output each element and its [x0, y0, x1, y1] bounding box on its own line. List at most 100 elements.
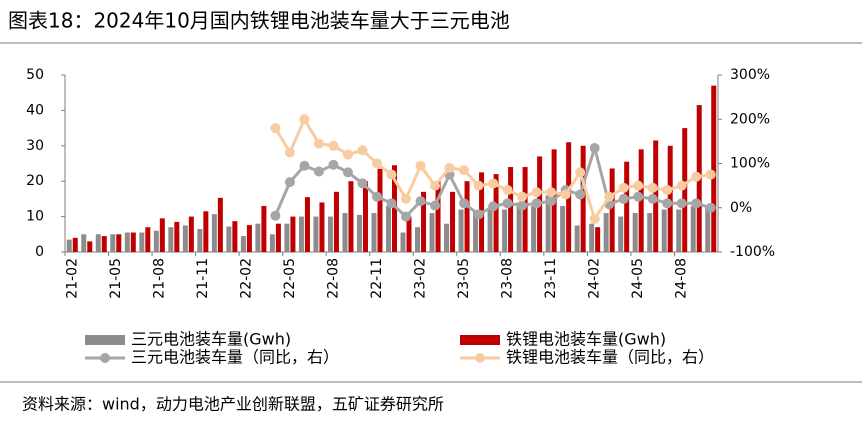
bar [174, 221, 180, 252]
bar [508, 167, 514, 252]
bar [304, 197, 310, 252]
point [371, 191, 382, 202]
point [313, 166, 324, 177]
bar [124, 232, 130, 252]
bar [609, 168, 615, 252]
bar [450, 191, 456, 252]
y2-tick-label: 200% [730, 111, 770, 127]
y-tick-label: 50 [26, 67, 44, 83]
point [342, 149, 353, 160]
bar [595, 227, 601, 252]
bar [284, 223, 290, 252]
bar [313, 216, 319, 252]
bar [421, 191, 427, 252]
x-tick-label: 22-08 [325, 258, 341, 299]
bar [356, 214, 362, 252]
bar [110, 234, 116, 252]
legend-swatch [85, 335, 125, 345]
bar [159, 218, 165, 252]
legend-swatch [475, 353, 485, 363]
point [488, 178, 499, 189]
bar [197, 228, 203, 252]
y2-tick-label: 0% [730, 200, 752, 216]
bar [516, 202, 522, 252]
point [284, 147, 295, 158]
point [517, 200, 528, 211]
bar [168, 227, 174, 252]
bar [589, 223, 595, 252]
point [662, 185, 673, 196]
bar [153, 230, 159, 252]
bar [493, 174, 499, 252]
point [676, 180, 687, 191]
bar [464, 181, 470, 252]
source: 资料来源：wind，动力电池产业创新联盟，五矿证券研究所 [22, 395, 444, 414]
bar [217, 197, 223, 252]
bar [81, 234, 87, 252]
point [589, 213, 600, 224]
point [357, 145, 368, 156]
point [386, 198, 397, 209]
bar [130, 232, 136, 252]
point [488, 201, 499, 212]
point [386, 169, 397, 180]
point [502, 185, 513, 196]
point [575, 167, 586, 178]
bar [392, 165, 397, 252]
point [328, 159, 339, 170]
point [270, 123, 281, 134]
x-tick-label: 21-11 [195, 258, 211, 299]
bar [95, 234, 101, 252]
x-tick-label: 23-11 [543, 258, 559, 299]
bar [182, 225, 188, 252]
y2-tick-label: 300% [730, 67, 770, 83]
bar [342, 213, 348, 252]
point [342, 167, 353, 178]
point [575, 189, 586, 200]
x-tick-label: 22-02 [238, 258, 254, 299]
bar [371, 213, 377, 252]
bar [72, 237, 78, 252]
bar [624, 161, 630, 252]
point [647, 182, 658, 193]
point [401, 193, 412, 204]
point [313, 138, 324, 149]
point [473, 209, 484, 220]
bar [145, 227, 151, 252]
point [459, 198, 470, 209]
bar [435, 181, 441, 252]
point [459, 165, 470, 176]
point [604, 191, 615, 202]
bar [246, 225, 252, 252]
bar [101, 236, 107, 252]
bar [647, 213, 653, 252]
point [531, 198, 542, 209]
point [299, 114, 310, 125]
x-tick-label: 24-02 [587, 258, 603, 299]
bar [458, 209, 464, 252]
point [705, 169, 716, 180]
point [618, 193, 629, 204]
point [560, 189, 571, 200]
point [647, 193, 658, 204]
bar [188, 216, 194, 252]
point [357, 178, 368, 189]
legend-swatch [460, 335, 500, 345]
x-tick-label: 21-02 [64, 258, 80, 299]
bar [711, 85, 717, 253]
bar [676, 209, 682, 252]
point [691, 171, 702, 182]
x-tick-label: 22-11 [369, 258, 385, 299]
point [371, 158, 382, 169]
bar [531, 205, 537, 252]
bar [667, 145, 673, 252]
chart-title: 图表18：2024年10月国内铁锂电池装车量大于三元电池 [8, 9, 510, 33]
bar [226, 226, 232, 252]
bar [298, 216, 304, 252]
bar [319, 202, 325, 252]
bar [211, 214, 217, 252]
bar [327, 216, 333, 252]
legend-label: 铁锂电池装车量(Gwh) [506, 330, 666, 349]
x-tick-label: 22-05 [282, 258, 298, 299]
